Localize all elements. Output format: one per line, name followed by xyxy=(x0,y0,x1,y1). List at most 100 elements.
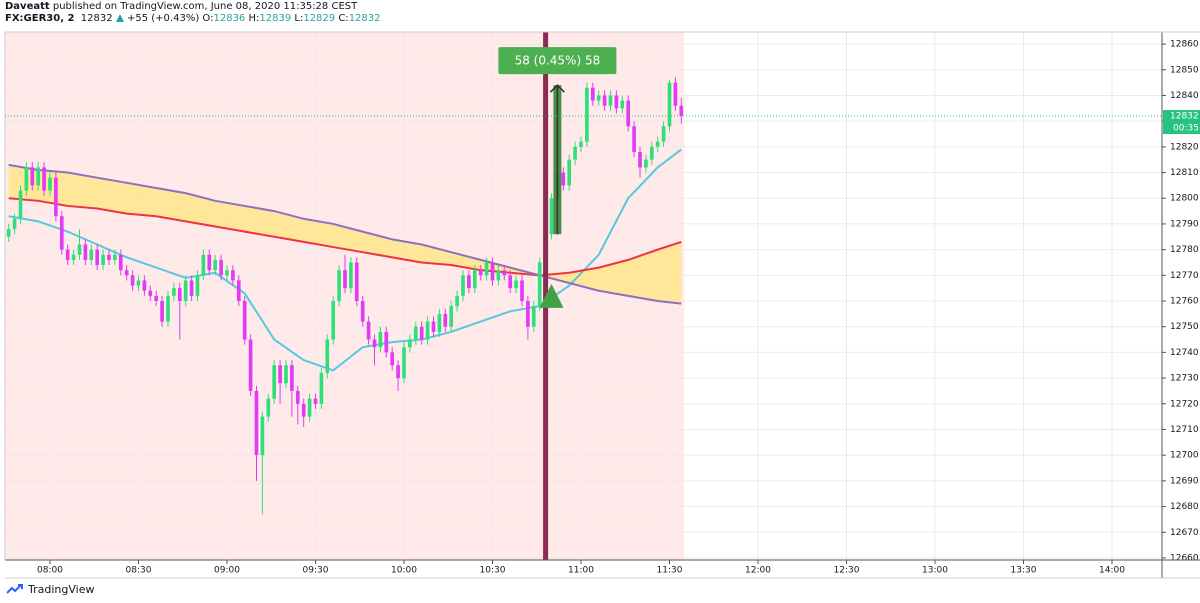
x-tick-label: 09:30 xyxy=(303,566,329,576)
candle-body xyxy=(160,301,164,322)
y-tick-label: 12800 xyxy=(1170,194,1199,204)
header: Daveatt published on TradingView.com, Ju… xyxy=(5,1,381,25)
candle-body xyxy=(301,403,306,417)
candle-body xyxy=(130,275,135,286)
candle-body xyxy=(455,295,459,307)
header-line-1: Daveatt published on TradingView.com, Ju… xyxy=(5,1,381,13)
candle-body xyxy=(673,82,678,106)
candle-body xyxy=(12,218,17,230)
symbol: FX:GER30, 2 xyxy=(5,13,75,24)
candle-body xyxy=(42,167,46,191)
candle-body xyxy=(390,352,395,366)
x-tick-label: 10:30 xyxy=(480,566,506,576)
candle-body xyxy=(231,270,235,281)
footer: TradingView xyxy=(6,583,94,596)
candle-body xyxy=(337,270,341,302)
candle-body xyxy=(679,105,684,117)
candle-body xyxy=(567,159,572,186)
candle-body xyxy=(520,280,524,302)
candle-body xyxy=(425,321,430,340)
x-tick-label: 12:00 xyxy=(745,566,771,576)
candle-body xyxy=(201,254,206,276)
candle-body xyxy=(118,254,123,271)
candle-body xyxy=(284,365,288,384)
y-tick-label: 12700 xyxy=(1170,451,1199,461)
candle-body xyxy=(248,339,253,391)
y-tick-label: 12790 xyxy=(1170,219,1199,229)
candle-body xyxy=(77,244,82,255)
candle-body xyxy=(331,301,336,340)
candle-body xyxy=(384,331,389,353)
measure-arrow-head xyxy=(549,84,565,93)
candle-body xyxy=(561,172,566,186)
candle-body xyxy=(290,365,294,391)
candle-body xyxy=(59,216,64,250)
y-tick-label: 12680 xyxy=(1170,502,1199,512)
candle-body xyxy=(48,177,52,191)
candle-body xyxy=(644,159,648,168)
candle-body xyxy=(526,301,530,327)
author: Daveatt xyxy=(5,1,50,12)
candle-body xyxy=(449,306,454,327)
candle-body xyxy=(177,288,182,302)
candle-body xyxy=(496,270,501,281)
candle-body xyxy=(354,262,359,302)
candle-body xyxy=(319,372,324,404)
candle-body xyxy=(325,339,330,373)
last-close: 12832 xyxy=(80,13,113,24)
candle-body xyxy=(95,249,100,266)
x-tick-label: 11:30 xyxy=(657,566,683,576)
candle-body xyxy=(366,321,371,340)
candle-body xyxy=(585,87,589,142)
candle-body xyxy=(24,167,29,191)
candle-body xyxy=(6,229,11,237)
candle-body xyxy=(124,270,129,276)
candle-body xyxy=(360,301,365,322)
candle-body xyxy=(183,280,188,302)
candle-body xyxy=(136,280,141,286)
candle-body xyxy=(83,244,88,260)
candle-body xyxy=(443,313,448,327)
candle-body xyxy=(537,262,542,307)
y-tick-label: 12670 xyxy=(1170,528,1199,538)
candle-body xyxy=(478,270,483,276)
candle-body xyxy=(579,141,583,147)
y-tick-label: 12820 xyxy=(1170,142,1199,152)
countdown-box xyxy=(1163,122,1200,135)
candle-body xyxy=(260,416,265,456)
candle-body xyxy=(195,275,200,296)
candle-body xyxy=(236,280,241,302)
candle-body xyxy=(472,270,477,289)
y-tick-label: 12850 xyxy=(1170,65,1199,75)
candle-body xyxy=(614,95,619,109)
moving-average xyxy=(8,163,682,305)
candle-body xyxy=(431,321,436,332)
candle-body xyxy=(372,339,377,348)
candle-body xyxy=(172,288,176,296)
l-label: L: xyxy=(294,13,304,24)
candle-body xyxy=(18,190,23,219)
x-tick-label: 09:00 xyxy=(214,566,240,576)
candle-body xyxy=(396,365,400,379)
candle-body xyxy=(667,82,672,127)
h-value: 12839 xyxy=(259,13,292,24)
candle-body xyxy=(307,398,312,417)
candle-body xyxy=(207,254,212,271)
candle-body xyxy=(266,398,271,417)
l-value: 12829 xyxy=(303,13,336,24)
y-tick-label: 12760 xyxy=(1170,297,1199,307)
y-tick-label: 12770 xyxy=(1170,271,1199,281)
candle-body xyxy=(467,275,471,289)
y-tick-label: 12750 xyxy=(1170,322,1199,332)
x-tick-label: 08:30 xyxy=(126,566,152,576)
candle-body xyxy=(484,262,489,276)
candle-body xyxy=(596,95,601,101)
candle-body xyxy=(313,398,318,404)
candle-body xyxy=(413,326,418,340)
session-background xyxy=(5,32,685,560)
header-line-2: FX:GER30, 2 12832 +55 (+0.43%) O:12836 H… xyxy=(5,13,381,25)
candle-body xyxy=(490,262,495,281)
candle-body xyxy=(71,254,76,260)
candle-body xyxy=(573,146,577,160)
plot-area: 58 (0.45%) 58 xyxy=(5,32,1162,560)
